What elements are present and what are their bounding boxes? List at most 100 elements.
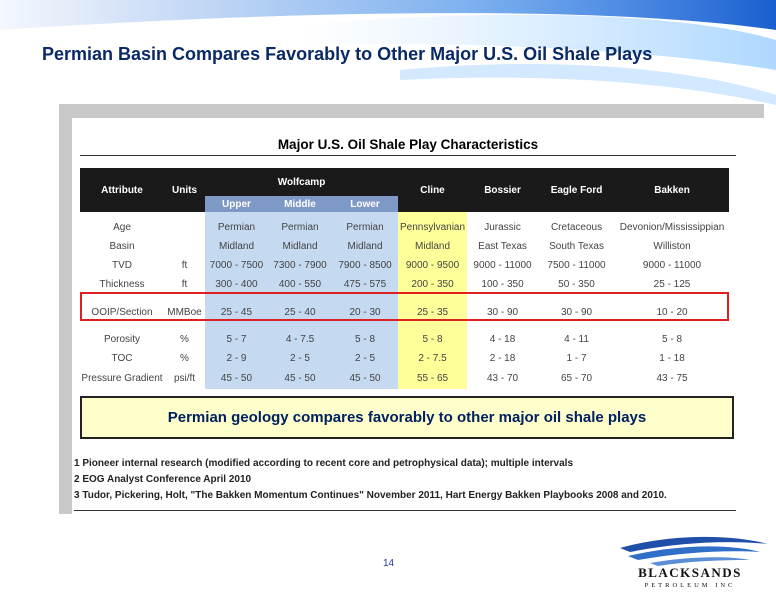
table-cell: 7500 - 11000 [547,260,606,271]
table-cell: 4 - 7.5 [268,330,332,349]
table-cell: Permian [205,218,268,237]
row-units: ft [181,260,188,271]
row-units: % [180,334,189,345]
table-cell: 4 - 18 [489,334,516,345]
table-cell: 50 - 350 [558,279,595,290]
table-cell: 5 - 8 [662,334,683,345]
row-units: psi/ft [173,373,196,384]
table-cell: 2 - 5 [268,349,332,368]
table-cell: 30 - 90 [486,306,519,318]
table-cell: Midland [268,237,332,256]
table-cell: 475 - 575 [332,275,399,294]
table-cell: 1 - 7 [566,353,587,364]
slide-title: Permian Basin Compares Favorably to Othe… [42,44,653,64]
table-cell: 200 - 350 [398,275,468,294]
bottom-divider [74,510,736,511]
row-attribute: OOIP/Section [91,306,153,318]
header-bossier: Bossier [467,168,539,212]
table-cell: 400 - 550 [268,275,332,294]
table-cell: 9000 - 11000 [473,260,532,271]
table-cell: 30 - 90 [560,306,593,318]
table-cell: 100 - 350 [481,279,524,290]
row-units [164,237,205,256]
table-cell: 25 - 125 [653,279,691,290]
table-row: Age Permian Permian Permian Pennsylvanian Jur… [80,218,729,237]
row-attribute: Age [113,222,131,233]
table-cell: 25 - 45 [205,294,268,330]
row-units: ft [181,279,188,290]
row-attribute: Pressure Gradient [81,373,163,384]
oil-shale-table: Attribute Units Wolfcamp Cline Bossier E… [80,168,730,389]
header-attribute: Attribute [80,168,164,212]
table-cell: 43 - 75 [656,373,688,384]
table-cell: 43 - 70 [486,373,519,384]
header-wolfcamp-lower: Lower [332,196,399,212]
table-cell: Devonion/Mississippian [619,222,725,233]
header-wolfcamp: Wolfcamp [205,168,399,196]
table-cell: Midland [398,237,468,256]
callout-box: Permian geology compares favorably to ot… [80,396,734,439]
table-cell: 45 - 50 [205,368,268,389]
table-cell: 4 - 11 [564,334,589,345]
header-wolfcamp-middle: Middle [268,196,332,212]
table-cell: 7300 - 7900 [268,256,332,275]
row-attribute: TOC [111,353,133,364]
table-cell: Permian [332,218,399,237]
table-cell: 9000 - 9500 [398,256,468,275]
title-divider [80,155,736,156]
table-cell: 1 - 18 [659,353,685,364]
header-cline: Cline [398,168,468,212]
footnote-2: 2 EOG Analyst Conference April 2010 [74,474,252,485]
table-cell: 25 - 35 [398,294,468,330]
table-cell: 65 - 70 [560,373,593,384]
table-cell: 9000 - 11000 [642,260,702,271]
table-row: Thickness ft 300 - 400 400 - 550 475 - 575 20… [80,275,729,294]
header-units: Units [164,168,205,212]
header-swoosh [0,0,776,105]
table-row: TVD ft 7000 - 7500 7300 - 7900 7900 - 8500 90… [80,256,729,275]
row-units: % [180,353,189,364]
table-cell: 2 - 18 [489,353,516,364]
table-row: Basin Midland Midland Midland Midland East Te… [80,237,729,256]
table-cell: Cretaceous [550,222,603,233]
row-attribute: TVD [112,260,132,271]
row-units [164,218,205,237]
page-number: 14 [383,558,395,569]
logo-name: BLACKSANDS [638,565,742,580]
table-cell: 10 - 20 [656,306,688,318]
row-attribute: Thickness [99,279,145,290]
header-wolfcamp-upper: Upper [205,196,268,212]
table-cell: 2 - 9 [205,349,268,368]
row-units: MMBoe [167,306,202,318]
table-cell: Pennsylvanian [398,218,468,237]
header-eagle-ford: Eagle Ford [538,168,616,212]
table-cell: 25 - 40 [268,294,332,330]
table-cell: 2 - 7.5 [398,349,468,368]
table-cell: 5 - 8 [332,330,399,349]
blacksands-logo: BLACKSANDS PETROLEUM INC [620,536,768,589]
table-title: Major U.S. Oil Shale Play Characteristic… [277,137,539,152]
ooip-highlight-box [80,292,729,321]
table-cell: 20 - 30 [332,294,399,330]
header-bakken: Bakken [615,168,730,212]
table-cell: 7000 - 7500 [205,256,268,275]
table-row: Pressure Gradient psi/ft 45 - 50 45 - 50 45 … [80,368,729,389]
table-cell: Williston [653,241,691,252]
table-cell: 7900 - 8500 [332,256,399,275]
table-cell: 5 - 8 [398,330,468,349]
table-cell: Permian [268,218,332,237]
table-cell: 300 - 400 [205,275,268,294]
table-cell: East Texas [478,241,527,252]
table-cell: Midland [332,237,399,256]
table-row: OOIP/Section MMBoe 25 - 45 25 - 40 20 - 30 25… [80,294,729,330]
footnote-1: 1 Pioneer internal research (modified ac… [74,458,574,469]
row-attribute: Basin [109,241,135,252]
table-cell: 2 - 5 [332,349,399,368]
table-cell: South Texas [549,241,604,252]
table-cell: 45 - 50 [268,368,332,389]
logo-sub: PETROLEUM INC [645,582,736,589]
table-cell: Midland [205,237,268,256]
footnotes: 1 Pioneer internal research (modified ac… [74,456,667,504]
table-cell: 55 - 65 [398,368,468,389]
